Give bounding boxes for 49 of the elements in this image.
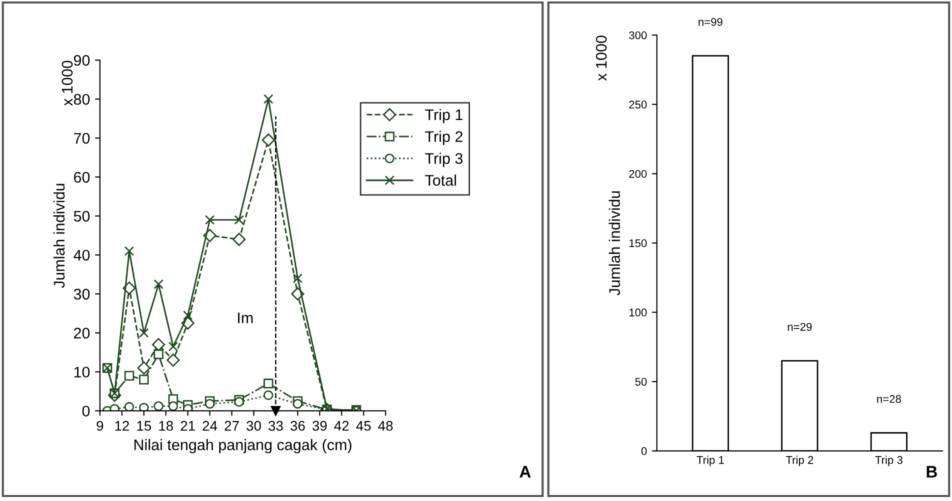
- y-tick-label: 30: [74, 288, 90, 300]
- y-tick-label: 250: [629, 100, 647, 109]
- annotation: n=29: [788, 322, 812, 331]
- y-tick-label: 100: [629, 308, 647, 316]
- x-axis-title: Nilai tengah panjang cagak (cm): [134, 439, 352, 454]
- y-axis-title: Jumlah individu: [608, 191, 620, 296]
- y-tick-label: 50: [74, 210, 90, 222]
- y-tick-label: 300: [629, 31, 647, 40]
- x-tick-label: 9: [96, 420, 104, 431]
- legend-label: Total: [425, 174, 456, 186]
- y-tick-label: 90: [74, 54, 90, 66]
- y-tick-label: 0: [82, 406, 90, 417]
- y-tick-label: 40: [74, 250, 90, 261]
- text: x 1000: [596, 36, 607, 81]
- legend-label: Trip 2: [425, 130, 462, 146]
- y-tick-label: 50: [635, 378, 647, 386]
- annotation: n=28: [877, 395, 901, 403]
- y-tick-label: 80: [74, 94, 90, 105]
- x-tick-label: 18: [159, 420, 173, 431]
- legend-label: Trip 1: [425, 108, 462, 124]
- x-tick-label: 21: [180, 420, 195, 431]
- x-tick-label: 48: [378, 420, 393, 431]
- x-tick-label: Trip 2: [786, 456, 814, 466]
- x-tick-label: 45: [356, 421, 371, 431]
- ref-line-label: Im: [238, 312, 253, 324]
- text: A: [520, 466, 531, 478]
- x-tick-label: 42: [334, 420, 349, 431]
- x-tick-label: 39: [312, 420, 327, 431]
- y-axis-title: Jumlah individu: [53, 184, 65, 288]
- x-tick-label: 24: [202, 420, 218, 431]
- y-tick-label: 200: [629, 170, 647, 178]
- x-tick-label: Trip 1: [696, 456, 724, 466]
- y-tick-label: 10: [74, 366, 90, 378]
- y-tick-label: 20: [74, 328, 90, 339]
- text: x 1000: [62, 60, 73, 106]
- x-tick-label: 15: [137, 421, 152, 431]
- x-tick-label: 36: [290, 420, 305, 431]
- x-tick-label: 30: [246, 420, 261, 431]
- legend-label: Trip 3: [425, 152, 463, 167]
- x-tick-label: 33: [268, 420, 283, 431]
- y-tick-label: 0: [641, 447, 647, 456]
- text: B: [926, 466, 937, 478]
- x-tick-label: Trip 3: [875, 456, 902, 466]
- x-tick-label: 27: [224, 420, 239, 431]
- y-tick-label: 150: [629, 239, 647, 248]
- annotation: n=99: [698, 18, 722, 26]
- y-tick-label: 70: [74, 132, 90, 144]
- y-tick-label: 60: [74, 172, 90, 183]
- x-tick-label: 12: [115, 420, 129, 431]
